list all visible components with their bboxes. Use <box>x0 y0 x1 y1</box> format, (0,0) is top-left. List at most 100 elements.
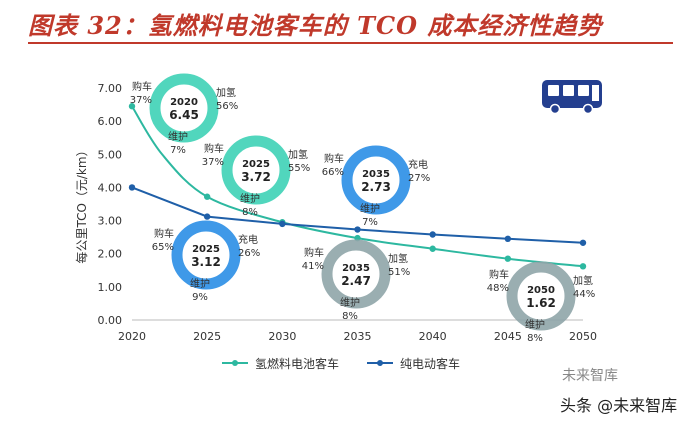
donut-buy-pct: 66% <box>322 167 344 178</box>
donut-hole <box>333 251 379 297</box>
donut-ring <box>221 135 291 205</box>
donut-maint-pct: 8% <box>242 207 258 218</box>
donut-ring <box>506 261 576 331</box>
donut-ring <box>341 145 411 215</box>
donut-value: 3.72 <box>241 170 271 184</box>
donut-hole <box>183 232 229 278</box>
donut-buy-pct: 41% <box>302 261 324 272</box>
watermark-text: 头条 @未来智库 <box>560 396 678 415</box>
donut-maint-label: 维护 <box>360 202 380 215</box>
donut-fuel-pct: 55% <box>288 163 310 174</box>
x-tick-label: 2040 <box>419 330 447 343</box>
data-point <box>579 239 587 246</box>
donut-year: 2020 <box>170 97 198 108</box>
bus-wheel <box>582 103 594 115</box>
donut-buy-label: 购车 <box>154 227 174 240</box>
donut-hole <box>518 273 564 319</box>
donut-fuel-pct: 27% <box>408 173 430 184</box>
donut-buy-label: 购车 <box>489 268 509 281</box>
watermark-logo: 未来智库 <box>562 368 618 384</box>
x-tick-label: 2035 <box>344 330 372 343</box>
donut-buy-label: 购车 <box>204 142 224 155</box>
donut-fuel-pct: 51% <box>388 267 410 278</box>
x-tick-label: 2020 <box>118 330 146 343</box>
donut-buy-label: 购车 <box>304 246 324 259</box>
legend-marker <box>232 360 238 366</box>
data-point <box>203 213 211 220</box>
donut-fuel-label: 加氢 <box>388 252 408 265</box>
donut-maint-pct: 8% <box>527 333 543 344</box>
donut-maint-label: 维护 <box>190 277 210 290</box>
donut-year: 2025 <box>242 159 270 170</box>
donut-value: 2.73 <box>361 180 391 194</box>
data-point <box>504 255 512 262</box>
series-line-hydrogen <box>131 105 584 268</box>
y-tick-label: 5.00 <box>98 148 123 161</box>
donut-ring <box>171 220 241 290</box>
donut-maint-pct: 7% <box>170 145 186 156</box>
bus-icon <box>542 80 602 115</box>
donut-ring <box>321 239 391 309</box>
donut-year: 2025 <box>192 244 220 255</box>
donut-fuel-label: 加氢 <box>573 274 593 287</box>
legend-marker <box>377 360 383 366</box>
y-tick-label: 7.00 <box>98 82 123 95</box>
donut-value: 3.12 <box>191 255 221 269</box>
data-point <box>203 193 211 200</box>
y-tick-label: 4.00 <box>98 181 123 194</box>
bus-door <box>592 85 599 101</box>
y-tick-label: 2.00 <box>98 248 123 261</box>
donut-maint-pct: 7% <box>362 217 378 228</box>
donut-hole <box>233 147 279 193</box>
y-axis-label: 每公里TCO（元/km） <box>74 144 89 263</box>
y-tick-label: 6.00 <box>98 115 123 128</box>
bus-window <box>548 85 559 96</box>
x-tick-label: 2045 <box>494 330 522 343</box>
donut-fuel-label: 加氢 <box>216 86 236 99</box>
data-point <box>128 184 136 191</box>
donut-buy-label: 购车 <box>132 80 152 93</box>
data-point <box>579 263 587 270</box>
donut-buy-pct: 65% <box>152 242 174 253</box>
donut-fuel-label: 加氢 <box>288 148 308 161</box>
data-point <box>429 231 436 238</box>
data-point <box>354 226 361 233</box>
data-point <box>504 235 512 242</box>
figure-title-bar: 图表 32：氢燃料电池客车的 TCO 成本经济性趋势 <box>0 0 700 46</box>
data-point <box>128 103 136 110</box>
y-tick-label: 0.00 <box>98 314 123 327</box>
y-tick-label: 1.00 <box>98 281 123 294</box>
donut-buy-label: 购车 <box>324 152 344 165</box>
data-point <box>279 220 286 228</box>
donut-maint-label: 维护 <box>168 130 188 143</box>
x-tick-label: 2025 <box>193 330 221 343</box>
donut-maint-pct: 9% <box>192 292 208 303</box>
donut-value: 2.47 <box>341 274 371 288</box>
legend-label: 氢燃料电池客车 <box>255 356 339 371</box>
donut-value: 6.45 <box>169 108 199 122</box>
donut-buy-pct: 48% <box>487 283 509 294</box>
bus-wheel <box>549 103 561 115</box>
x-tick-label: 2030 <box>268 330 296 343</box>
donut-buy-pct: 37% <box>130 95 152 106</box>
donut-year: 2035 <box>362 169 390 180</box>
donut-fuel-label: 充电 <box>238 233 258 246</box>
donut-fuel-pct: 44% <box>573 289 595 300</box>
donut-fuel-pct: 56% <box>216 101 238 112</box>
donut-ring <box>149 73 219 143</box>
legend-label: 纯电动客车 <box>400 356 460 371</box>
donut-buy-pct: 37% <box>202 157 224 168</box>
donut-hole <box>353 157 399 203</box>
donut-maint-pct: 8% <box>342 311 358 322</box>
title-underline <box>28 42 673 44</box>
bus-window <box>563 85 574 96</box>
donut-hole <box>161 85 207 131</box>
donut-year: 2050 <box>527 285 555 296</box>
donut-maint-label: 维护 <box>240 192 260 205</box>
donut-maint-label: 维护 <box>340 296 360 309</box>
